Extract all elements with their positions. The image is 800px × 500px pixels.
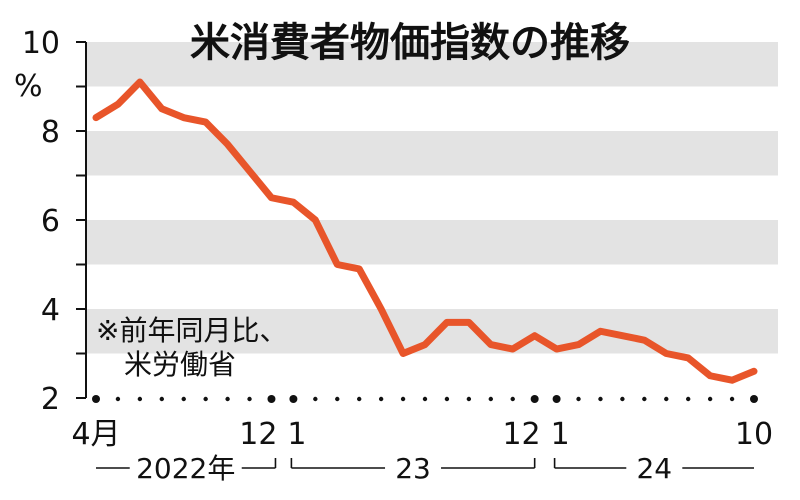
series-line-cpi: [92, 78, 758, 384]
x-dot-12: [357, 396, 362, 402]
x-dot-22: [576, 396, 581, 402]
x-tick-labels: 4月 12 1 12 1 10: [71, 417, 773, 452]
x-dot-16: [444, 396, 450, 402]
x-dot-26: [664, 396, 669, 402]
year-label-1: 23: [395, 452, 431, 485]
band-3: [86, 309, 778, 354]
x-dot-14: [400, 396, 406, 402]
x-tick-label-8: 12: [239, 417, 277, 452]
x-dot-27: [686, 396, 691, 402]
x-tick-label-0: 4月: [71, 417, 120, 452]
y-tick-label-2: 2: [41, 382, 60, 417]
x-dot-10: [313, 396, 318, 402]
year-label-0: 2022年: [136, 452, 235, 485]
x-dot-6: [225, 396, 230, 402]
x-dot-13: [378, 396, 384, 402]
y-tick-marks: [76, 41, 86, 399]
year-brackets: 2022年 23 24: [96, 452, 754, 485]
x-dot-8: [267, 395, 276, 403]
y-tick-label-8: 8: [41, 115, 60, 150]
source-note-line2: 米労働省: [124, 348, 236, 381]
x-dot-21: [552, 395, 561, 403]
x-tick-label-21: 1: [551, 417, 570, 452]
x-dot-19: [510, 396, 515, 402]
x-dot-17: [466, 396, 472, 402]
y-tick-label-4: 4: [41, 293, 60, 328]
x-dot-9: [289, 395, 298, 403]
x-dot-18: [488, 396, 493, 402]
x-tick-label-9: 1: [287, 417, 306, 452]
x-dot-2: [137, 396, 143, 402]
y-unit-label: %: [14, 69, 43, 104]
x-dot-3: [159, 396, 164, 402]
y-tick-label-10: 10: [22, 26, 60, 61]
x-axis-dots: [92, 395, 758, 403]
x-dot-24: [620, 396, 625, 402]
x-dot-15: [422, 396, 428, 402]
x-dot-7: [247, 396, 252, 402]
x-tick-label-20: 12: [502, 417, 540, 452]
x-dot-5: [203, 396, 208, 402]
band-2: [86, 220, 778, 265]
band-1: [86, 131, 778, 176]
x-tick-label-30: 10: [735, 417, 773, 452]
x-dot-25: [642, 396, 647, 402]
source-note-line1: ※前年同月比、: [96, 314, 287, 347]
chart-title: 米消費者物価指数の推移: [190, 20, 630, 66]
background-bands: [86, 42, 778, 354]
x-dot-20: [530, 395, 539, 403]
x-dot-29: [729, 396, 735, 402]
year-label-2: 24: [636, 452, 672, 485]
x-dot-23: [598, 396, 603, 402]
x-dot-28: [707, 396, 713, 402]
x-dot-11: [335, 396, 340, 402]
band-0: [86, 42, 778, 87]
y-tick-labels: 10 8 6 4 2: [22, 26, 60, 417]
x-dot-4: [181, 396, 186, 402]
x-dot-1: [115, 396, 121, 402]
x-dot-30: [750, 395, 758, 403]
y-tick-label-6: 6: [41, 204, 60, 239]
x-dot-0: [92, 395, 100, 403]
